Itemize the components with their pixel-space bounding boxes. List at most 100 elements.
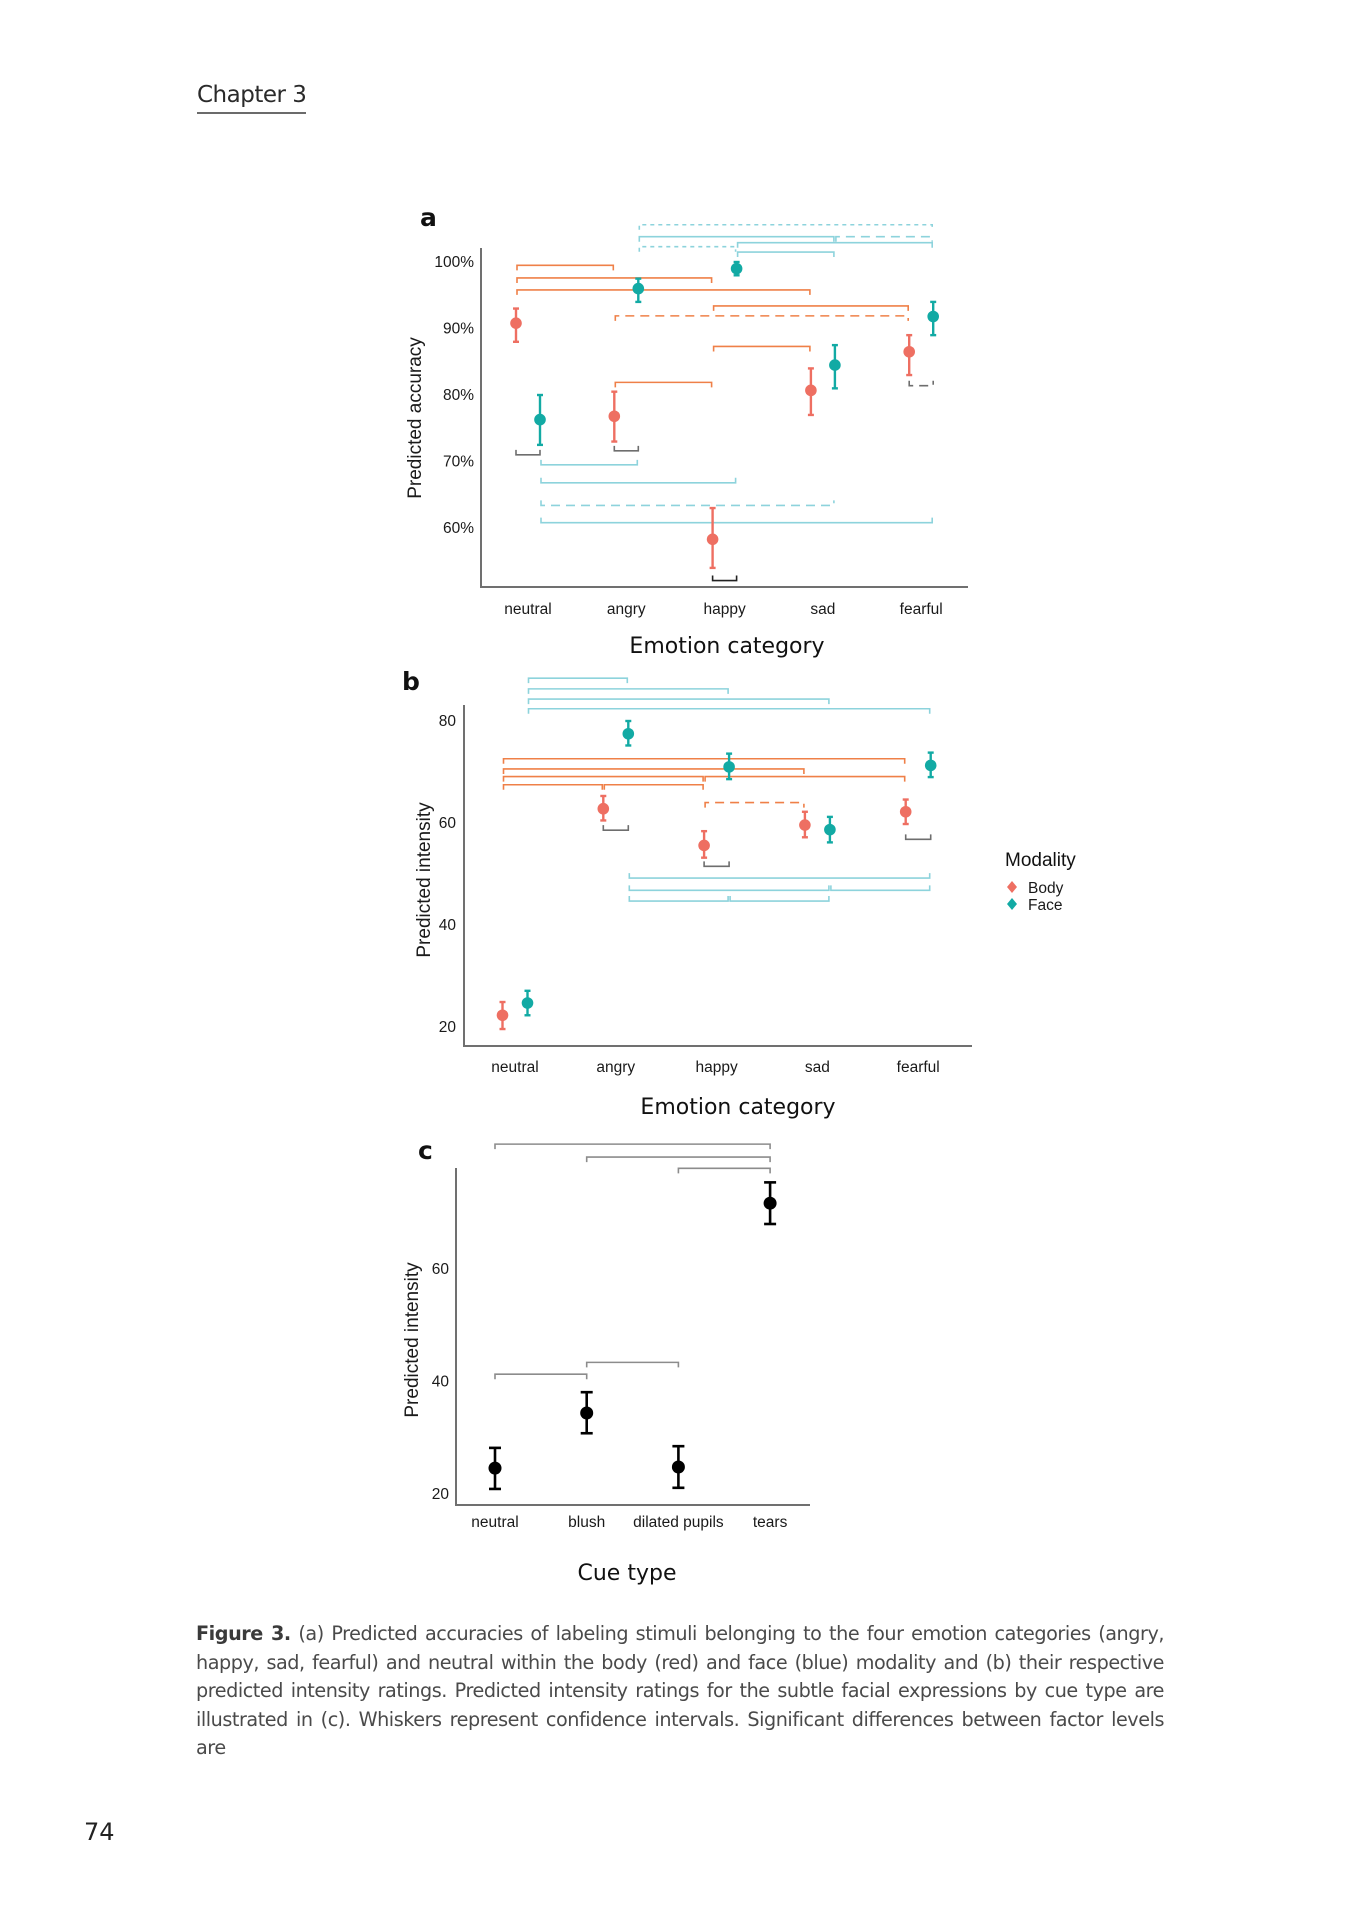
x-tick-label: dilated pupils <box>633 1514 724 1531</box>
data-point-body <box>698 839 710 852</box>
significance-bracket <box>502 783 604 790</box>
x-tick-label: sad <box>810 601 835 618</box>
significance-bracket <box>638 235 835 242</box>
legend-body-label: Body <box>1028 880 1064 897</box>
significance-bracket <box>835 235 933 242</box>
data-point-face <box>924 759 937 772</box>
significance-bracket <box>736 251 835 258</box>
y-tick-label: 60 <box>439 815 457 832</box>
caption-text: (a) Predicted accuracies of labeling sti… <box>196 1622 1164 1760</box>
data-point-body <box>496 1009 509 1022</box>
caption-label: Figure 3. <box>196 1622 291 1645</box>
significance-bracket <box>540 500 835 507</box>
y-tick-label: 60 <box>432 1261 450 1278</box>
data-point-body <box>608 410 621 423</box>
panel-a: a Predicted accuracy Emotion category 60… <box>405 203 968 659</box>
x-tick-label: neutral <box>491 1059 538 1076</box>
x-tick-label: neutral <box>504 601 551 618</box>
significance-bracket <box>830 885 931 892</box>
significance-bracket <box>638 223 933 230</box>
panel-b-marks: 20 40 60 80 neutral angry happy sad fearful <box>439 677 972 1076</box>
panel-c-label: c <box>418 1136 433 1165</box>
significance-bracket <box>527 698 830 705</box>
legend-title: Modality <box>1005 850 1076 871</box>
significance-bracket <box>527 707 931 714</box>
significance-bracket <box>494 1143 771 1150</box>
significance-bracket <box>494 1373 588 1380</box>
x-tick-label: fearful <box>897 1059 940 1076</box>
panel-c: c Predicted intensity Cue type 20 40 60 neu… <box>402 1136 810 1586</box>
x-tick-label: happy <box>695 1059 737 1076</box>
significance-bracket <box>502 768 805 774</box>
data-point-body <box>510 317 522 329</box>
x-tick-label: angry <box>607 601 646 618</box>
legend-face-label: Face <box>1028 897 1062 914</box>
data-point-body <box>903 345 915 358</box>
data-point-body <box>706 533 719 546</box>
y-tick-label: 80% <box>443 387 474 404</box>
significance-bracket <box>711 575 738 582</box>
data-point-cue <box>763 1196 777 1210</box>
significance-bracket <box>677 1167 771 1174</box>
panel-b-y-title: Predicted intensity <box>414 802 435 958</box>
data-point-face <box>824 823 836 836</box>
significance-bracket <box>703 861 730 868</box>
data-point-body <box>799 819 811 831</box>
panel-c-marks: 20 40 60 neutral blush dilated pupils tears <box>432 1143 810 1531</box>
data-point-body <box>597 802 610 815</box>
significance-bracket <box>540 517 933 524</box>
significance-bracket <box>540 477 737 484</box>
legend: Modality Body Face <box>1005 850 1076 914</box>
significance-bracket <box>614 315 909 321</box>
data-point-cue <box>580 1406 594 1420</box>
significance-bracket <box>704 775 906 782</box>
y-tick-label: 20 <box>432 1486 450 1503</box>
data-point-face <box>723 761 735 773</box>
panel-a-y-title: Predicted accuracy <box>405 337 426 499</box>
data-point-face <box>622 727 635 740</box>
significance-bracket <box>502 775 704 782</box>
significance-bracket <box>704 801 805 808</box>
significance-bracket <box>736 241 933 248</box>
figure-3: a Predicted accuracy Emotion category 60… <box>402 203 1076 1586</box>
y-tick-label: 100% <box>434 254 474 271</box>
x-tick-label: fearful <box>900 601 943 618</box>
significance-bracket <box>602 825 630 831</box>
y-tick-label: 60% <box>443 520 474 537</box>
significance-bracket <box>502 757 906 764</box>
significance-bracket <box>908 380 934 387</box>
data-point-face <box>534 413 546 426</box>
significance-bracket <box>712 345 811 352</box>
page-number: 74 <box>84 1818 115 1846</box>
data-point-face <box>730 262 743 275</box>
significance-bracket <box>729 896 830 902</box>
data-point-body <box>899 805 912 818</box>
data-point-cue <box>671 1460 685 1474</box>
data-point-cue <box>488 1461 502 1475</box>
panel-c-x-title: Cue type <box>578 1561 677 1586</box>
significance-bracket <box>904 834 932 841</box>
legend-face-marker <box>1007 898 1017 910</box>
data-point-face <box>927 310 939 323</box>
significance-bracket <box>628 896 729 902</box>
x-tick-label: happy <box>703 601 745 618</box>
significance-bracket <box>638 245 737 252</box>
y-tick-label: 40 <box>432 1374 450 1391</box>
significance-bracket <box>614 381 713 388</box>
x-tick-label: angry <box>596 1059 635 1076</box>
panel-c-y-title: Predicted intensity <box>402 1262 423 1418</box>
data-point-face <box>829 359 841 371</box>
y-tick-label: 40 <box>439 917 457 934</box>
y-tick-label: 90% <box>443 321 474 338</box>
x-tick-label: blush <box>568 1514 605 1531</box>
significance-bracket <box>628 873 931 879</box>
significance-bracket <box>516 264 615 271</box>
panel-b: b Predicted intensity Emotion category 2… <box>402 667 1076 1120</box>
significance-bracket <box>540 459 639 466</box>
significance-bracket <box>712 305 909 311</box>
figure-caption: Figure 3. (a) Predicted accuracies of la… <box>196 1620 1164 1763</box>
x-tick-label: neutral <box>471 1514 518 1531</box>
significance-bracket <box>515 449 541 456</box>
legend-body-marker <box>1007 881 1017 893</box>
significance-bracket <box>516 289 811 295</box>
